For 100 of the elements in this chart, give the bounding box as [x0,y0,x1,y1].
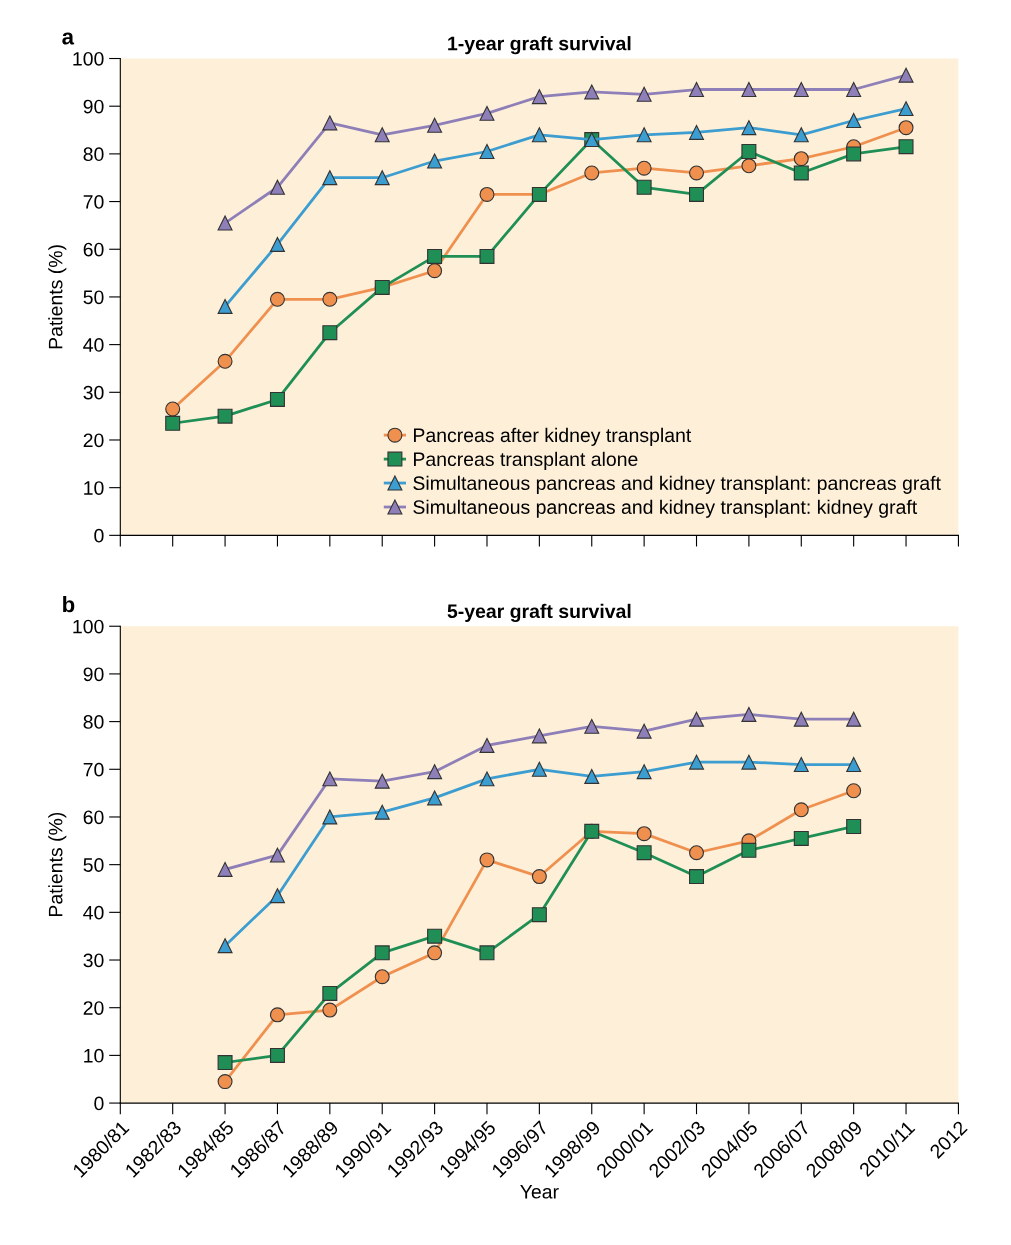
y-tick-label: 60 [83,242,104,257]
point [427,263,443,279]
point [479,186,495,202]
point [689,845,705,861]
chart-title: 1-year graft survival [448,36,631,55]
point [636,845,652,861]
point [689,82,705,98]
point [741,82,757,98]
y-tick-label: 0 [94,1096,104,1111]
y-tick-label: 50 [83,290,104,305]
point [636,127,652,143]
point [531,761,547,777]
point [427,764,443,780]
y-tick-label: 100 [73,619,104,634]
point [636,764,652,780]
y-tick-label: 20 [83,433,104,448]
y-tick-label: 80 [83,147,104,162]
point [636,723,652,739]
point [793,711,809,727]
point [322,809,338,825]
point [322,291,338,307]
point [479,105,495,121]
legend-label: Simultaneous pancreas and kidney transplant: kidney graft [413,499,918,518]
y-tick-label: 60 [83,810,104,825]
point [793,151,809,167]
y-tick-label: 80 [83,715,104,729]
point [217,938,233,954]
point [531,869,547,885]
y-axis-title: Patients (%) [48,245,67,349]
point [322,325,338,341]
y-tick-label: 0 [94,528,104,543]
point [374,170,390,186]
point [846,757,862,773]
point [427,248,443,264]
point [531,907,547,923]
point [374,945,390,961]
point [374,127,390,143]
y-tick-label: 40 [83,905,104,920]
point [427,928,443,944]
point [374,804,390,820]
point [846,711,862,727]
point [269,888,285,904]
point [741,120,757,136]
point [269,179,285,195]
point [531,728,547,744]
y-tick-label: 50 [83,858,104,872]
text: a [62,32,75,45]
point [741,842,757,858]
y-tick-label: 70 [83,195,104,209]
point [269,1007,285,1023]
point [898,67,914,83]
point [427,790,443,806]
point [741,158,757,174]
point [898,101,914,117]
y-tick-label: 30 [83,953,104,968]
point [689,186,705,202]
point [269,391,285,407]
point [689,124,705,140]
point [689,711,705,727]
point [217,298,233,314]
point [217,215,233,231]
legend-label: Pancreas transplant alone [414,451,638,470]
point [217,861,233,877]
point [793,127,809,143]
point [427,153,443,169]
point [846,82,862,98]
point [269,847,285,863]
point [741,143,757,159]
point [165,401,181,417]
point [217,1055,233,1071]
point [531,89,547,105]
legend-label: Pancreas after kidney transplant [414,427,692,446]
point [427,117,443,133]
point [322,771,338,787]
y-tick-label: 70 [83,762,104,777]
point [898,120,914,136]
point [636,86,652,102]
point [269,291,285,307]
point [217,353,233,369]
point [636,179,652,195]
y-tick-label: 90 [83,667,104,682]
point [793,82,809,98]
y-tick-label: 100 [73,51,104,66]
point [741,706,757,722]
point [479,771,495,787]
point [479,852,495,868]
point [322,985,338,1001]
point [898,139,914,155]
chart-title: 5-year graft survival [447,603,631,623]
point [269,1047,285,1063]
point [741,754,757,770]
point [584,165,600,181]
point [793,802,809,818]
point [584,768,600,784]
point [689,869,705,885]
point [374,773,390,789]
point [531,127,547,143]
point [793,830,809,846]
point [322,170,338,186]
point [269,236,285,252]
